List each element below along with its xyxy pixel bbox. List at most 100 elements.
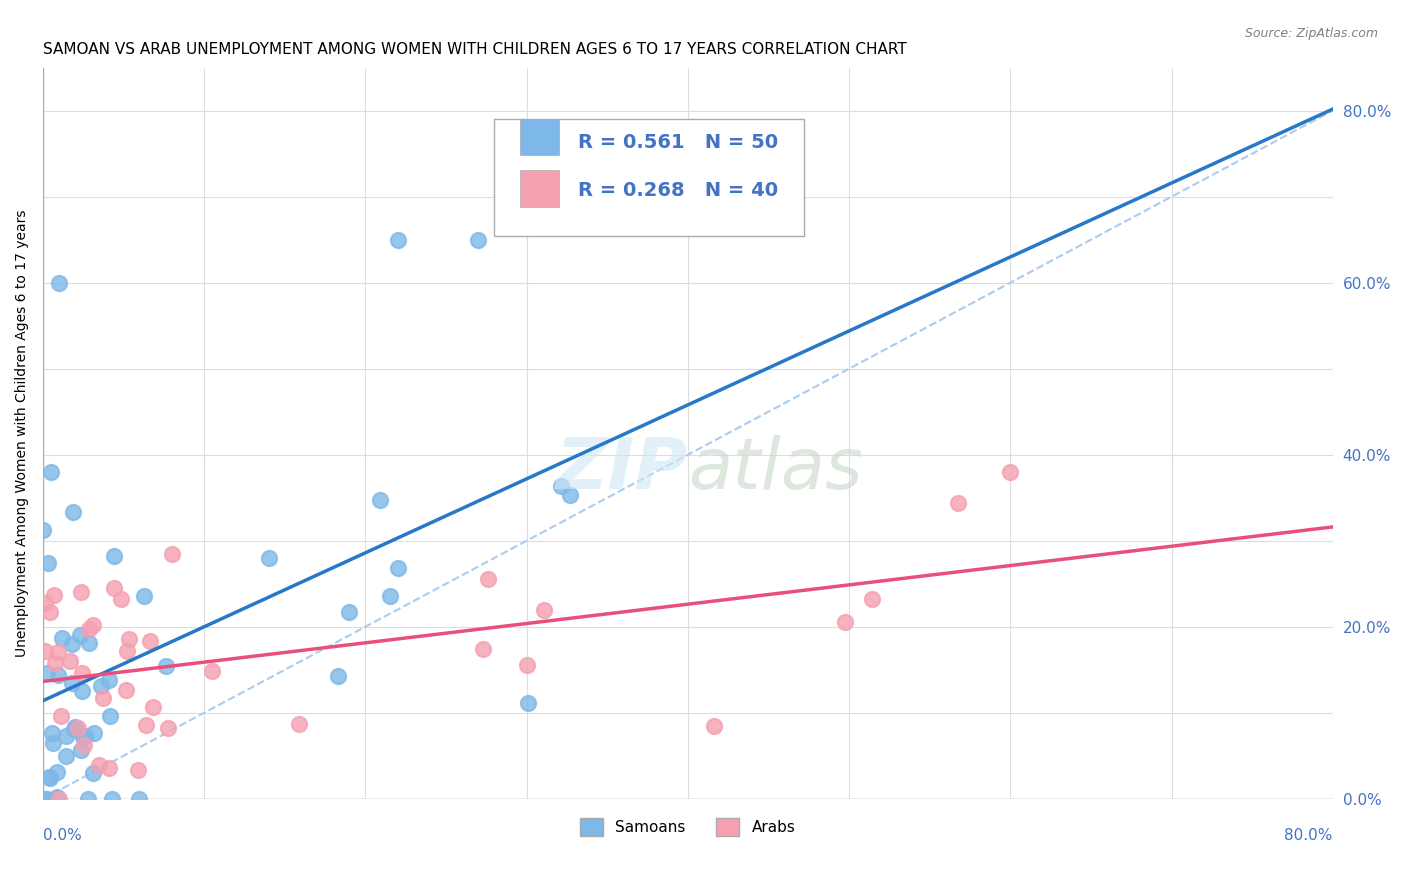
Point [70, 665, 93, 680]
Point [42, 736, 65, 750]
Point [34, 596, 56, 610]
Point [49, 709, 72, 723]
Point [60, 676, 83, 690]
Text: atlas: atlas [688, 435, 862, 504]
Point [97, 673, 120, 688]
Point [378, 589, 401, 603]
Point [62, 504, 84, 518]
Point [34, 792, 56, 806]
Point [38, 605, 60, 619]
Point [326, 669, 349, 683]
Point [79, 636, 101, 650]
Point [48, 792, 70, 806]
Point [82, 617, 104, 632]
Point [44, 656, 66, 670]
Point [155, 659, 177, 673]
Point [471, 641, 494, 656]
Point [337, 605, 360, 619]
Point [83, 726, 105, 740]
Point [101, 792, 124, 806]
Point [93, 690, 115, 705]
Bar [520, 119, 558, 155]
Point [70, 684, 93, 698]
Point [118, 632, 141, 646]
Point [110, 591, 132, 606]
Point [79, 623, 101, 637]
Point [73, 739, 96, 753]
Point [128, 792, 150, 806]
Point [135, 718, 157, 732]
Point [127, 763, 149, 777]
Text: 80.0%: 80.0% [1285, 828, 1333, 843]
Point [75, 729, 97, 743]
Point [558, 488, 581, 502]
Point [477, 572, 499, 586]
Point [42, 589, 65, 603]
Point [257, 551, 280, 566]
Point [48, 668, 70, 682]
Point [860, 592, 883, 607]
Point [550, 478, 572, 492]
Point [516, 657, 538, 672]
Point [387, 233, 409, 247]
Y-axis label: Unemployment Among Women with Children Ages 6 to 17 years: Unemployment Among Women with Children A… [15, 210, 30, 657]
Legend: Samoans, Arabs: Samoans, Arabs [574, 812, 801, 842]
Point [82, 766, 104, 780]
Point [55, 748, 77, 763]
Text: R = 0.268   N = 40: R = 0.268 N = 40 [578, 181, 779, 200]
Point [39, 771, 62, 785]
Text: Source: ZipAtlas.com: Source: ZipAtlas.com [1244, 27, 1378, 40]
Point [55, 729, 77, 743]
Point [533, 603, 555, 617]
Point [467, 233, 489, 247]
Point [946, 496, 969, 510]
Point [63, 722, 86, 736]
Point [35, 665, 58, 680]
Point [157, 722, 180, 736]
Point [288, 716, 311, 731]
Point [46, 789, 69, 804]
Point [60, 637, 83, 651]
Point [77, 792, 100, 806]
Point [115, 682, 138, 697]
Point [103, 581, 125, 595]
Point [139, 633, 162, 648]
Text: ZIP: ZIP [555, 435, 688, 504]
Point [100, 709, 122, 723]
Point [59, 654, 82, 668]
Point [63, 720, 86, 734]
Point [103, 549, 125, 563]
Point [34, 644, 56, 658]
Point [89, 679, 111, 693]
Point [37, 556, 59, 570]
Point [45, 764, 67, 779]
Point [132, 590, 155, 604]
Point [142, 700, 165, 714]
Point [51, 631, 73, 645]
Point [70, 743, 93, 757]
Bar [520, 170, 558, 207]
Point [98, 761, 121, 775]
Point [41, 726, 63, 740]
Point [70, 585, 93, 599]
Point [115, 644, 138, 658]
Point [160, 548, 183, 562]
Point [387, 561, 409, 575]
Point [32, 523, 55, 537]
Point [834, 615, 856, 630]
Point [201, 665, 224, 679]
Text: 0.0%: 0.0% [44, 828, 82, 843]
Point [69, 628, 91, 642]
Point [89, 757, 111, 772]
FancyBboxPatch shape [495, 119, 804, 235]
Point [72, 731, 94, 745]
Point [703, 719, 725, 733]
Point [35, 792, 58, 806]
Point [38, 771, 60, 785]
Point [1000, 465, 1022, 479]
Point [368, 492, 391, 507]
Point [517, 697, 540, 711]
Point [46, 645, 69, 659]
Point [66, 721, 89, 735]
Point [39, 465, 62, 479]
